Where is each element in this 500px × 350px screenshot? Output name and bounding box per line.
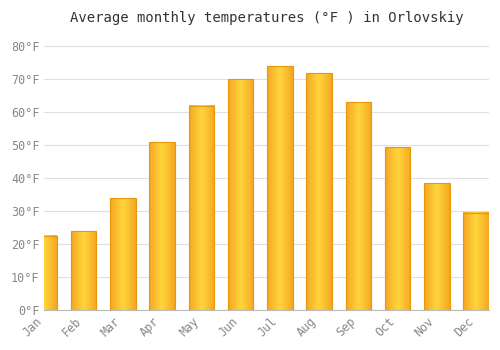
Bar — [32, 236, 57, 310]
Bar — [385, 147, 410, 310]
Bar — [267, 66, 292, 310]
Bar — [306, 73, 332, 310]
Bar — [464, 212, 489, 310]
Bar — [346, 102, 371, 310]
Bar — [424, 183, 450, 310]
Bar — [32, 236, 57, 310]
Bar — [464, 212, 489, 310]
Bar — [110, 198, 136, 310]
Bar — [110, 198, 136, 310]
Bar — [150, 142, 175, 310]
Bar — [424, 183, 450, 310]
Bar — [228, 79, 254, 310]
Bar — [71, 231, 96, 310]
Bar — [150, 142, 175, 310]
Title: Average monthly temperatures (°F ) in Orlovskiy: Average monthly temperatures (°F ) in Or… — [70, 11, 464, 25]
Bar — [267, 66, 292, 310]
Bar — [306, 73, 332, 310]
Bar — [385, 147, 410, 310]
Bar — [346, 102, 371, 310]
Bar — [228, 79, 254, 310]
Bar — [188, 106, 214, 310]
Bar — [188, 106, 214, 310]
Bar — [71, 231, 96, 310]
